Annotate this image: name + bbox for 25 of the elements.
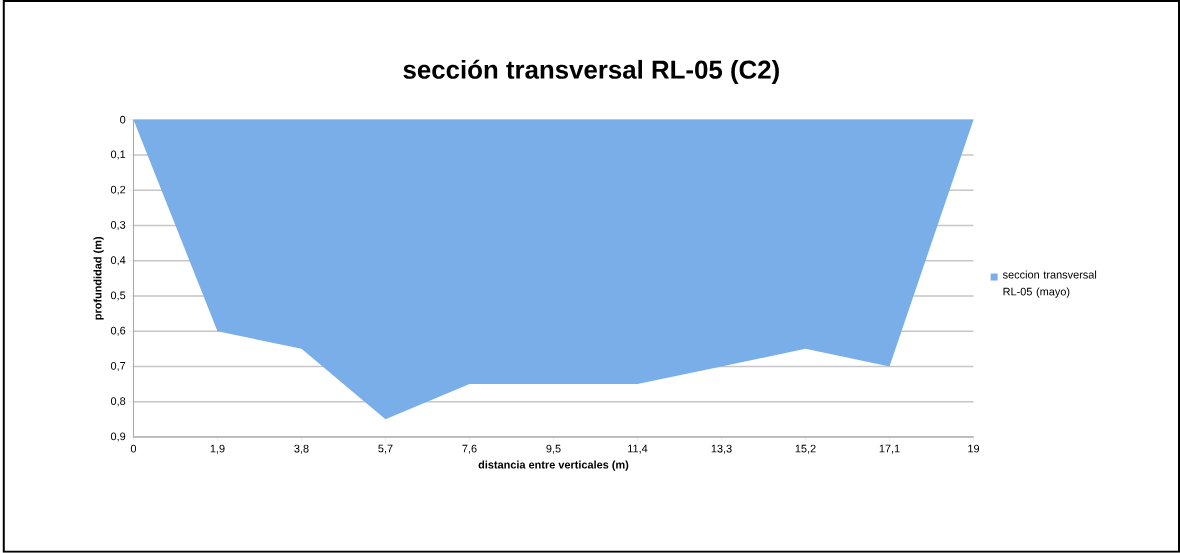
x-tick-label: 11,4 bbox=[628, 444, 648, 454]
x-tick-label: 17,1 bbox=[879, 444, 900, 454]
y-tick-label: 0,6 bbox=[110, 326, 126, 336]
y-tick-label: 0,3 bbox=[110, 221, 126, 231]
x-tick-label: 3,8 bbox=[294, 444, 309, 454]
y-tick-label: 0,7 bbox=[110, 362, 126, 372]
x-tick-label: 7,6 bbox=[462, 444, 477, 454]
x-tick-label: 9,5 bbox=[546, 444, 561, 454]
y-tick-label: 0 bbox=[120, 116, 126, 124]
x-axis-title: distancia entre verticales (m) bbox=[478, 460, 629, 471]
y-tick-label: 0,4 bbox=[110, 256, 126, 266]
x-tick-label: 13,3 bbox=[711, 444, 732, 454]
chart-title: sección transversal RL-05 (C2) bbox=[403, 59, 779, 85]
x-tick-label: 1,9 bbox=[210, 444, 225, 454]
x-tick-label: 19 bbox=[968, 444, 980, 453]
y-tick-label: 0,9 bbox=[110, 432, 126, 442]
y-tick-label: 0,8 bbox=[110, 397, 126, 407]
y-tick-label: 0,2 bbox=[110, 185, 126, 195]
legend-label: seccion transversal RL-05 (mayo) bbox=[1002, 270, 1097, 298]
y-tick-label: 0,5 bbox=[110, 291, 126, 301]
y-axis-title: profundidad (m) bbox=[93, 237, 104, 320]
x-tick-label: 5,7 bbox=[378, 444, 393, 454]
x-tick-label: 15,2 bbox=[795, 444, 816, 454]
y-tick-label: 0,1 bbox=[110, 150, 126, 160]
x-tick-label: 0 bbox=[130, 444, 137, 453]
